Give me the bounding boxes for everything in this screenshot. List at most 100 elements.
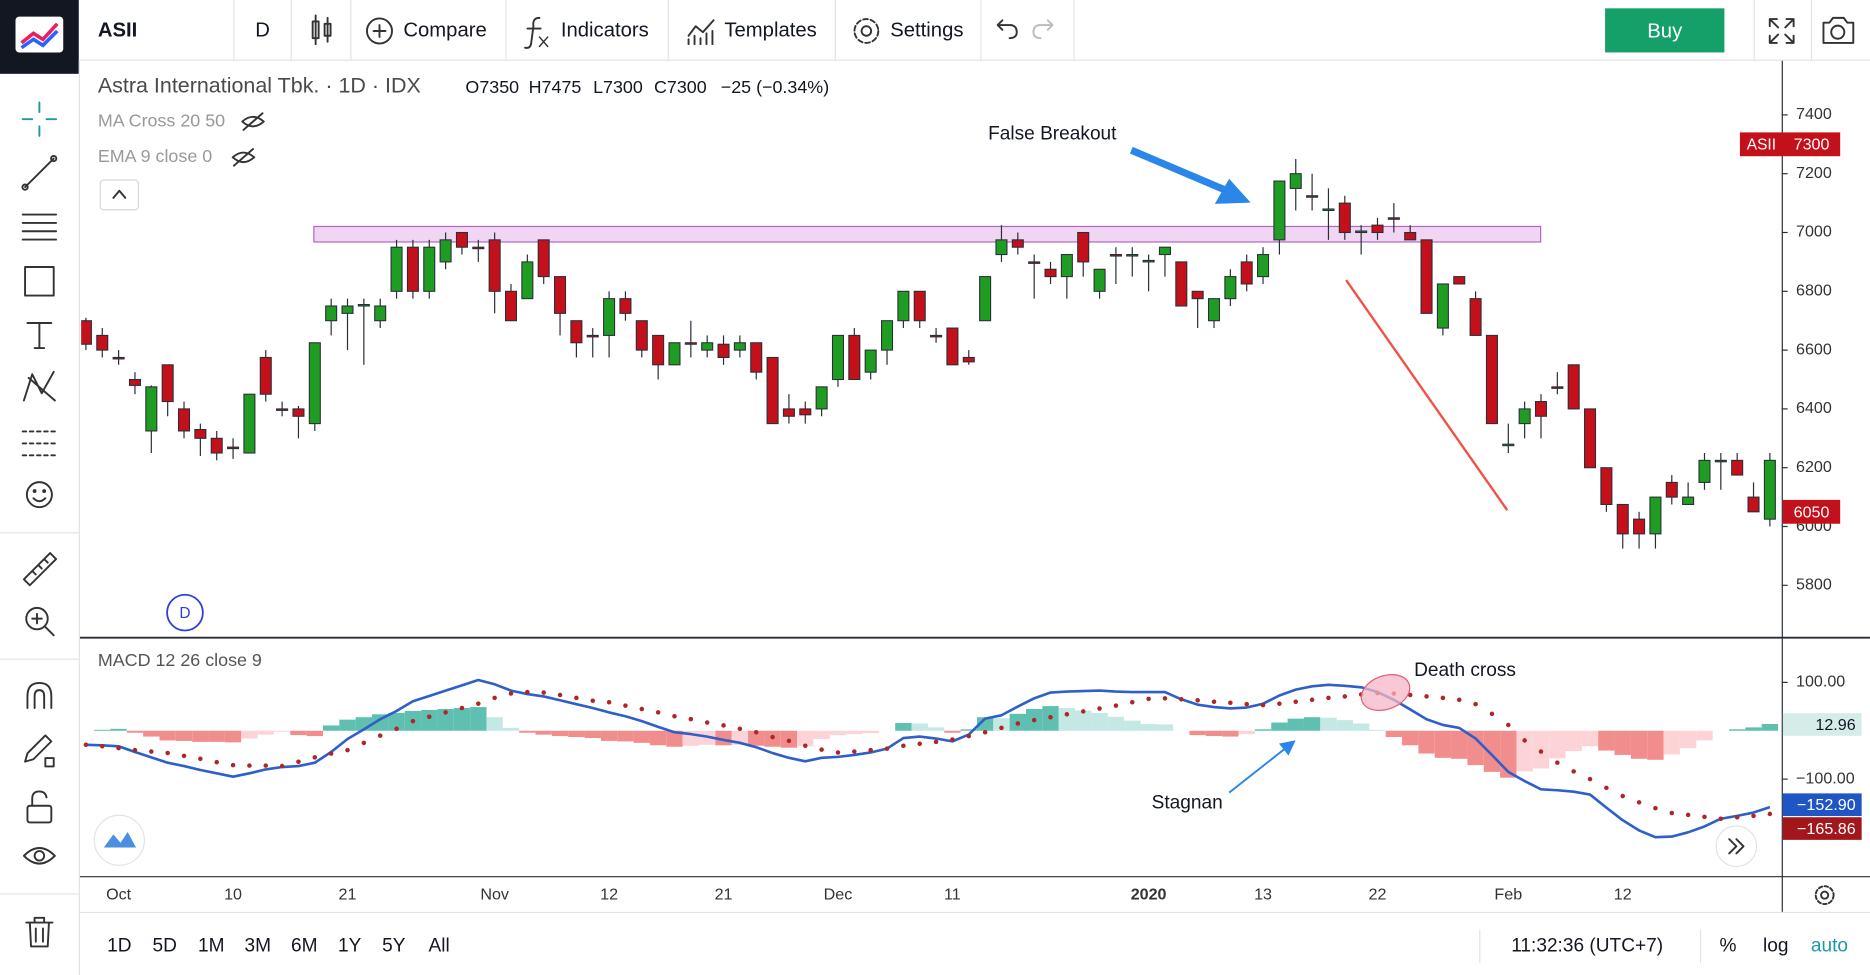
settings-icon[interactable]	[853, 18, 880, 44]
histogram-bar	[927, 727, 945, 731]
brand-button[interactable]	[93, 814, 145, 866]
dividend-marker[interactable]	[166, 593, 204, 632]
candle-body	[1682, 496, 1695, 506]
range-button[interactable]: 5Y	[382, 935, 406, 956]
visibility-tool[interactable]	[22, 847, 56, 865]
axis-settings-icon[interactable]	[1814, 885, 1835, 906]
candle-body	[1420, 239, 1433, 314]
y-tick-label: 100.00	[1796, 673, 1845, 691]
lock-tool[interactable]	[26, 790, 53, 824]
indicators-button[interactable]: Indicators	[561, 19, 649, 41]
delete-tool[interactable]	[25, 916, 54, 948]
candle-body	[881, 320, 894, 351]
x-tick-label: 2020	[1131, 885, 1167, 903]
candle-body	[112, 356, 125, 360]
signal-dot	[1162, 696, 1168, 701]
range-button[interactable]: 1M	[198, 935, 225, 956]
go-to-button[interactable]	[1715, 825, 1758, 868]
signal-dot	[574, 695, 579, 701]
signal-dot	[770, 734, 775, 740]
breakout-arrow[interactable]	[1129, 146, 1229, 194]
macd-title[interactable]: MACD 12 26 close 9	[98, 650, 262, 670]
settings-button[interactable]: Settings	[890, 19, 963, 41]
ohlc-open: O7350	[465, 77, 519, 97]
candle-body	[210, 437, 223, 454]
buy-button-bg[interactable]	[1605, 8, 1725, 53]
signal-dot	[1195, 698, 1200, 703]
candle-body	[1028, 261, 1041, 264]
resistance-zone[interactable]	[313, 225, 1542, 243]
candle-body	[1355, 230, 1368, 234]
value-tag-bg	[1782, 817, 1862, 840]
histogram-bar	[1156, 724, 1174, 731]
histogram-bar	[1630, 730, 1648, 759]
histogram-bar	[453, 708, 471, 731]
trend-line[interactable]	[1345, 279, 1509, 511]
collapse-button[interactable]	[99, 179, 140, 211]
undo-icon[interactable]	[996, 19, 1018, 40]
stagnan-arrow[interactable]	[1228, 740, 1296, 794]
redo-icon[interactable]	[1032, 19, 1054, 40]
log-toggle[interactable]: log	[1763, 935, 1788, 956]
macd-marks	[83, 678, 1779, 839]
x-tick-label: 21	[715, 885, 733, 903]
pattern-tool[interactable]	[22, 370, 56, 402]
indicator-legend[interactable]: EMA 9 close 0	[98, 146, 212, 166]
symbol[interactable]: ASII	[98, 19, 137, 41]
candle-body	[1567, 364, 1580, 410]
collapse-icon	[112, 189, 127, 199]
histogram-bar	[993, 718, 1010, 731]
text-tool[interactable]	[26, 322, 53, 349]
death-cross-ellipse[interactable]	[1356, 668, 1415, 716]
range-button[interactable]: 1Y	[338, 935, 362, 956]
range-button[interactable]: All	[429, 935, 450, 956]
hidden-icon[interactable]	[241, 112, 265, 131]
trend-line-tool[interactable]	[21, 154, 58, 191]
snapshot-icon[interactable]	[1822, 16, 1855, 44]
prediction-tool[interactable]	[21, 430, 58, 457]
signal-dot	[394, 726, 399, 732]
indicators-icon[interactable]	[524, 16, 549, 49]
logo[interactable]	[0, 0, 79, 74]
auto-toggle[interactable]: auto	[1811, 935, 1848, 956]
histogram-bar	[649, 730, 667, 746]
indicator-legend[interactable]: MA Cross 20 50	[98, 110, 225, 130]
zoom-tool[interactable]	[25, 606, 55, 637]
range-button[interactable]: 1D	[107, 935, 131, 956]
measure-tool[interactable]	[22, 552, 58, 587]
magnet-tool[interactable]	[26, 682, 53, 709]
signal-dot	[1048, 714, 1053, 720]
candle-body	[962, 356, 975, 363]
signal-dot	[1309, 697, 1315, 703]
x-tick-label: 11	[944, 885, 961, 903]
compare-icon[interactable]	[366, 17, 393, 45]
range-button[interactable]: 5D	[152, 935, 176, 956]
buy-button[interactable]: Buy	[1647, 21, 1683, 43]
shape-tool[interactable]	[24, 266, 55, 297]
range-button[interactable]: 3M	[245, 935, 272, 956]
chart-style-icon[interactable]	[311, 14, 332, 46]
signal-dot	[1080, 709, 1086, 714]
price-tag: 6050	[1794, 503, 1830, 521]
fullscreen-icon[interactable]	[1768, 18, 1795, 44]
icon-tool[interactable]	[25, 481, 53, 509]
signal-dot	[557, 692, 563, 698]
left-toolbar	[0, 59, 80, 975]
fib-tool[interactable]	[21, 213, 58, 241]
hidden-icon[interactable]	[231, 148, 256, 167]
histogram-bar	[339, 719, 356, 731]
clock[interactable]: 11:32:36 (UTC+7)	[1511, 935, 1663, 956]
compare-button[interactable]: Compare	[403, 19, 486, 41]
percent-toggle[interactable]: %	[1720, 935, 1737, 956]
interval[interactable]: D	[255, 19, 270, 41]
annotation: False Breakout	[988, 124, 1117, 145]
templates-icon[interactable]	[687, 19, 715, 46]
range-button[interactable]: 6M	[291, 935, 318, 956]
drawing-mode-tool[interactable]	[24, 734, 55, 768]
candle-body	[1240, 261, 1253, 285]
histogram-bar	[208, 730, 225, 742]
crosshair-tool[interactable]	[21, 101, 58, 137]
candle-body	[1404, 231, 1417, 241]
templates-button[interactable]: Templates	[724, 19, 816, 41]
signal-dot	[819, 747, 824, 752]
